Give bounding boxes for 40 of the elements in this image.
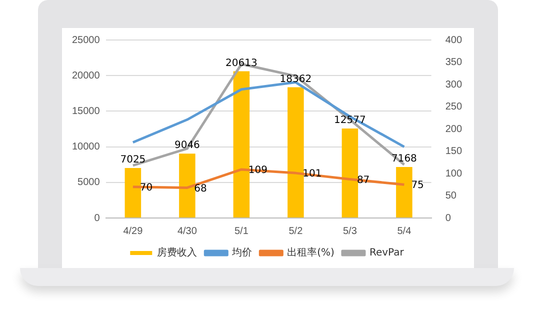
y-tick-label: 20000	[72, 70, 100, 82]
data-label: 87	[356, 174, 370, 186]
x-tick-label: 5/3	[342, 226, 358, 237]
y-tick-label: 10000	[72, 142, 100, 153]
x-tick-label: 5/2	[288, 226, 304, 237]
y2-tick-label: 50	[445, 190, 457, 202]
y2-tick-label: 350	[445, 57, 462, 68]
x-tick-label: 5/1	[234, 226, 249, 237]
y2-tick-label: 250	[445, 102, 462, 112]
data-label: 101	[302, 168, 322, 180]
data-label: 9046	[174, 140, 200, 152]
y2-tick-label: 150	[445, 146, 462, 157]
data-label: 7168	[391, 154, 417, 165]
y-tick-label: 25000	[72, 34, 100, 46]
bar	[396, 166, 412, 218]
y-tick-label: 5000	[78, 177, 100, 188]
y2-tick-label: 200	[445, 124, 462, 135]
y-tick-label: 0	[94, 212, 100, 224]
bar	[233, 71, 250, 218]
bar	[288, 87, 304, 218]
data-label: 109	[248, 165, 268, 176]
legend-label: 房费收入	[157, 246, 198, 259]
bar	[342, 128, 358, 218]
y2-tick-label: 300	[445, 79, 462, 90]
legend-label: RevPar	[369, 248, 405, 259]
x-tick-label: 5/4	[397, 226, 412, 237]
legend-label: 均价	[231, 246, 252, 259]
y2-tick-label: 100	[445, 168, 462, 180]
x-tick-label: 4/30	[177, 226, 198, 237]
legend-label: 出租率(%)	[287, 246, 335, 259]
y2-tick-label: 0	[445, 212, 452, 224]
data-label: 70	[140, 182, 153, 194]
x-tick-label: 4/29	[123, 226, 144, 237]
bar	[179, 154, 196, 218]
y2-tick-label: 400	[445, 34, 462, 46]
data-label: 20613	[226, 58, 258, 69]
data-label: 18362	[280, 74, 312, 85]
data-label: 7025	[120, 154, 146, 166]
y-tick-label: 15000	[72, 106, 100, 117]
bar	[124, 168, 142, 218]
